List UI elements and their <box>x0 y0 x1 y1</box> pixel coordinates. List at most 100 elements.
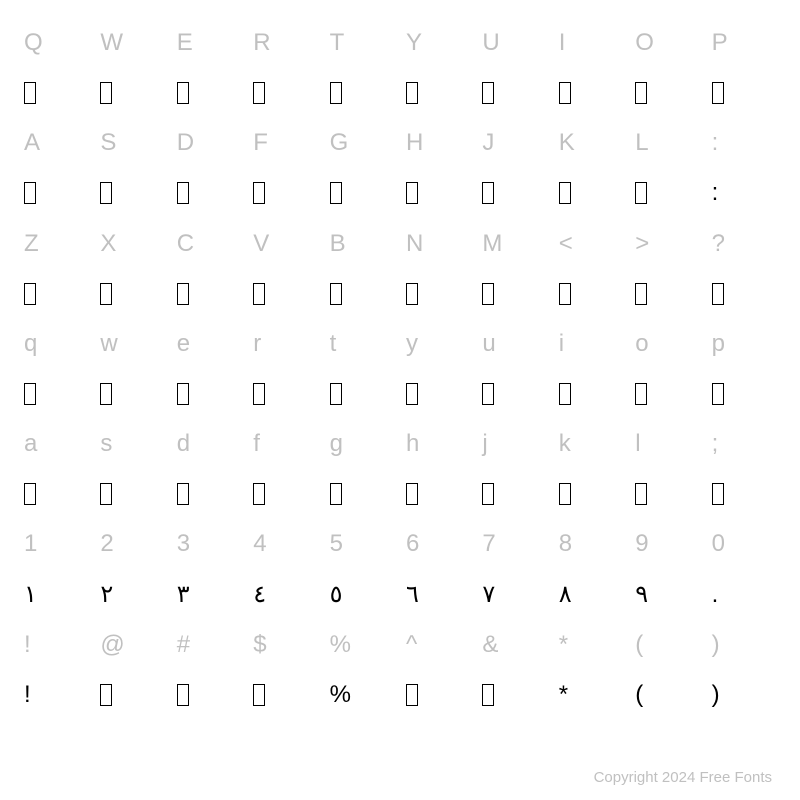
footer-copyright: Copyright 2024 Free Fonts <box>594 769 772 786</box>
missing-glyph-icon <box>635 383 647 405</box>
missing-glyph-icon <box>635 82 647 104</box>
missing-glyph-icon <box>559 283 571 305</box>
missing-glyph-icon <box>100 684 112 706</box>
char-glyph <box>18 369 94 419</box>
char-label: 8 <box>553 519 629 569</box>
char-label: * <box>553 620 629 670</box>
char-label: Z <box>18 219 94 269</box>
char-glyph: ٢ <box>94 570 170 620</box>
char-label: q <box>18 319 94 369</box>
missing-glyph-icon <box>635 483 647 505</box>
missing-glyph-icon <box>177 82 189 104</box>
missing-glyph-icon <box>253 383 265 405</box>
missing-glyph-icon <box>559 182 571 204</box>
char-glyph <box>247 469 323 519</box>
char-glyph <box>18 269 94 319</box>
missing-glyph-icon <box>406 82 418 104</box>
char-label: J <box>476 118 552 168</box>
char-glyph <box>553 269 629 319</box>
char-label: I <box>553 18 629 68</box>
char-label: F <box>247 118 323 168</box>
char-label: a <box>18 419 94 469</box>
char-glyph <box>400 168 476 218</box>
missing-glyph-icon <box>177 483 189 505</box>
char-glyph: : <box>706 168 782 218</box>
missing-glyph-icon <box>100 182 112 204</box>
missing-glyph-icon <box>559 383 571 405</box>
missing-glyph-icon <box>559 483 571 505</box>
char-glyph: ٧ <box>476 570 552 620</box>
char-label: V <box>247 219 323 269</box>
char-glyph <box>324 469 400 519</box>
char-label: 4 <box>247 519 323 569</box>
char-label: t <box>324 319 400 369</box>
char-glyph: ٨ <box>553 570 629 620</box>
missing-glyph-icon <box>24 383 36 405</box>
char-glyph <box>18 168 94 218</box>
char-glyph: ٥ <box>324 570 400 620</box>
missing-glyph-icon <box>24 182 36 204</box>
char-glyph <box>247 68 323 118</box>
char-label: < <box>553 219 629 269</box>
char-label: 2 <box>94 519 170 569</box>
missing-glyph-icon <box>100 383 112 405</box>
char-label: X <box>94 219 170 269</box>
char-glyph: ١ <box>18 570 94 620</box>
char-label: f <box>247 419 323 469</box>
missing-glyph-icon <box>177 182 189 204</box>
char-label: Y <box>400 18 476 68</box>
char-glyph <box>400 68 476 118</box>
char-label: & <box>476 620 552 670</box>
char-glyph <box>94 670 170 720</box>
missing-glyph-icon <box>100 483 112 505</box>
char-glyph: ) <box>706 670 782 720</box>
char-label: R <box>247 18 323 68</box>
char-glyph <box>476 670 552 720</box>
char-label: # <box>171 620 247 670</box>
char-glyph <box>553 469 629 519</box>
missing-glyph-icon <box>482 182 494 204</box>
char-label: ; <box>706 419 782 469</box>
char-label: N <box>400 219 476 269</box>
char-glyph: ٩ <box>629 570 705 620</box>
missing-glyph-icon <box>712 483 724 505</box>
missing-glyph-icon <box>482 82 494 104</box>
missing-glyph-icon <box>177 383 189 405</box>
char-glyph <box>94 68 170 118</box>
char-glyph <box>247 168 323 218</box>
missing-glyph-icon <box>712 283 724 305</box>
char-glyph <box>476 369 552 419</box>
char-label: @ <box>94 620 170 670</box>
char-label: g <box>324 419 400 469</box>
char-glyph <box>629 168 705 218</box>
missing-glyph-icon <box>406 182 418 204</box>
char-glyph: * <box>553 670 629 720</box>
missing-glyph-icon <box>712 383 724 405</box>
char-label: l <box>629 419 705 469</box>
char-label: ! <box>18 620 94 670</box>
char-glyph <box>94 269 170 319</box>
char-label: p <box>706 319 782 369</box>
char-glyph <box>171 269 247 319</box>
char-glyph <box>476 68 552 118</box>
missing-glyph-icon <box>482 684 494 706</box>
char-label: > <box>629 219 705 269</box>
char-label: k <box>553 419 629 469</box>
missing-glyph-icon <box>330 383 342 405</box>
char-glyph <box>247 269 323 319</box>
char-glyph <box>706 68 782 118</box>
missing-glyph-icon <box>330 82 342 104</box>
char-label: G <box>324 118 400 168</box>
missing-glyph-icon <box>406 283 418 305</box>
missing-glyph-icon <box>100 283 112 305</box>
char-glyph <box>706 269 782 319</box>
missing-glyph-icon <box>253 483 265 505</box>
char-glyph <box>629 369 705 419</box>
char-glyph: ٣ <box>171 570 247 620</box>
char-label: D <box>171 118 247 168</box>
char-glyph <box>629 269 705 319</box>
char-label: O <box>629 18 705 68</box>
char-glyph <box>400 670 476 720</box>
char-glyph <box>476 469 552 519</box>
char-glyph <box>553 369 629 419</box>
